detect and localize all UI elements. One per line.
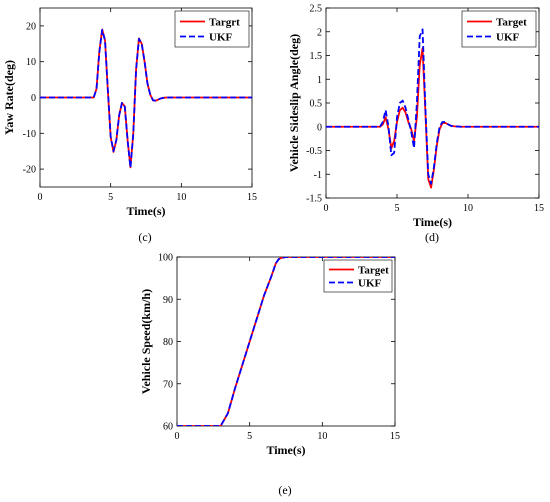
- x-tick-label: 5: [108, 192, 113, 203]
- legend-label-ukf: UKF: [496, 32, 520, 44]
- y-tick-label: 1.5: [310, 51, 323, 62]
- y-tick-label: 90: [163, 295, 173, 306]
- x-axis-label: Time(s): [413, 215, 452, 229]
- chart-c: 0 5 10 15 -20 -10 0 10 20 Time(s) Yaw Rate(deg) Tar…: [2, 7, 257, 244]
- x-tick-label: 5: [247, 431, 252, 442]
- chart-e: 0 5 10 15 60 70 80 90 100 Time(s) Vehicle Speed(km…: [139, 253, 400, 498]
- y-tick-label: -0.5: [306, 146, 322, 157]
- x-tick-label: 10: [176, 192, 186, 203]
- x-tick-label: 15: [247, 192, 257, 203]
- legend-box: [174, 10, 250, 48]
- y-tick-label: 0: [317, 122, 322, 133]
- y-tick-label: 10: [26, 57, 36, 68]
- y-tick-label: 0: [31, 93, 36, 104]
- y-tick-label: -10: [23, 129, 36, 140]
- legend-label-ukf: UKF: [209, 32, 233, 44]
- x-tick-label: 0: [38, 192, 43, 203]
- y-tick-label: 60: [163, 422, 173, 433]
- y-tick-label: 100: [158, 253, 173, 264]
- chart-caption: (d): [425, 230, 439, 244]
- y-axis-label: Yaw Rate(deg): [2, 60, 16, 135]
- y-tick-label: 0.5: [310, 99, 323, 110]
- x-tick-label: 0: [175, 431, 180, 442]
- y-tick-label: -1: [314, 170, 322, 181]
- y-tick-label: 20: [26, 21, 36, 32]
- legend-label-target: Target: [358, 265, 389, 277]
- series-line-ukf: [40, 28, 252, 169]
- legend-label-ukf: UKF: [358, 278, 382, 290]
- y-axis-label: Vehicle Speed(km/h): [139, 289, 153, 394]
- x-tick-label: 0: [324, 203, 329, 214]
- x-axis-label: Time(s): [126, 204, 165, 218]
- x-tick-label: 10: [463, 203, 473, 214]
- series-line-target: [326, 47, 539, 189]
- x-tick-label: 15: [534, 203, 544, 214]
- y-tick-label: 2: [317, 27, 322, 38]
- chart-d: 0 5 10 15 -1.5 -1 -0.5 0 0.5 1 1.5 2 2.5 Time(s) Vehic…: [287, 4, 544, 245]
- y-tick-label: -1.5: [306, 194, 322, 205]
- x-axis-label: Time(s): [266, 443, 305, 457]
- legend-box: [323, 259, 393, 293]
- y-tick-label: 70: [163, 379, 173, 390]
- chart-caption: (c): [138, 230, 151, 244]
- legend-label-target: Target: [496, 17, 527, 29]
- legend-box: [461, 10, 537, 48]
- x-tick-label: 10: [317, 431, 327, 442]
- y-tick-label: 80: [163, 337, 173, 348]
- y-tick-label: -20: [23, 165, 36, 176]
- series-line-ukf: [326, 28, 539, 185]
- series-line-ukf: [177, 257, 395, 426]
- legend-label-targrt: Targrt: [209, 17, 240, 29]
- x-tick-label: 15: [390, 431, 400, 442]
- y-tick-label: 2.5: [310, 4, 323, 15]
- chart-caption: (e): [278, 483, 291, 497]
- y-tick-label: 1: [317, 75, 322, 86]
- x-tick-label: 5: [395, 203, 400, 214]
- y-axis-label: Vehicle Sideslip Angle(deg): [287, 34, 301, 172]
